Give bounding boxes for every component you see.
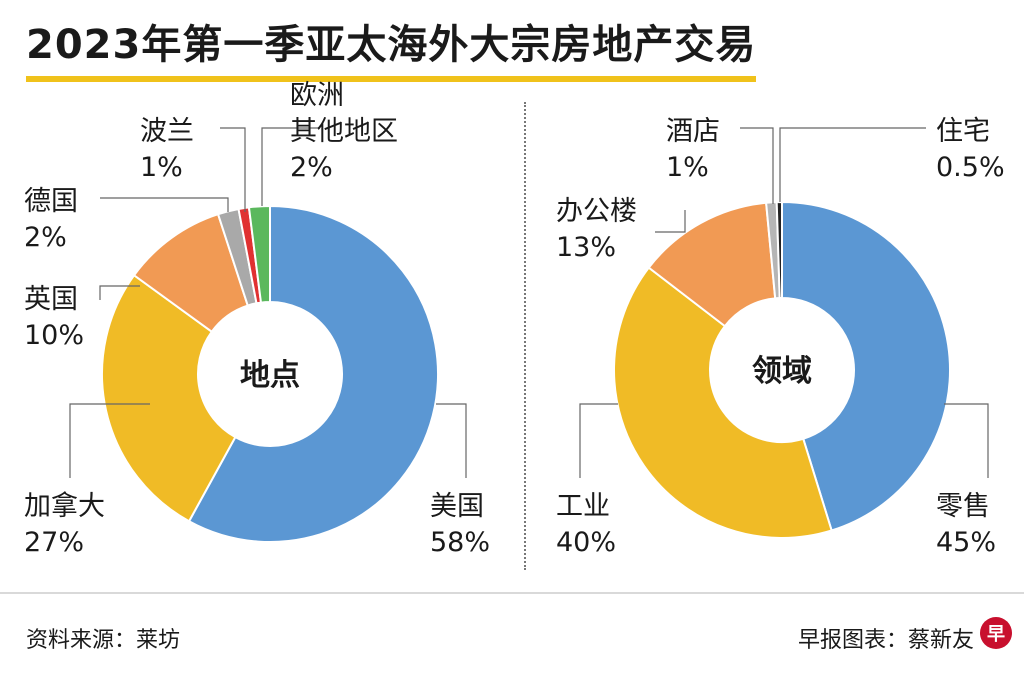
slice-value-波兰: 1% xyxy=(140,152,183,183)
leader-line-住宅 xyxy=(779,127,926,202)
slice-value-零售: 45% xyxy=(936,527,996,558)
slice-label-欧洲其他地区: 其他地区 xyxy=(290,116,398,147)
leader-line-酒店 xyxy=(740,127,774,204)
slice-value-欧洲其他地区: 2% xyxy=(290,152,333,183)
slice-value-德国: 2% xyxy=(24,222,67,253)
panel-divider xyxy=(524,102,526,570)
leader-line-工业 xyxy=(579,403,618,478)
leader-line-加拿大 xyxy=(69,403,150,478)
slice-label-英国: 英国 xyxy=(24,284,78,315)
slice-value-办公楼: 13% xyxy=(556,232,616,263)
leader-line-波兰 xyxy=(220,127,246,212)
slice-value-酒店: 1% xyxy=(666,152,709,183)
leader-line-办公楼 xyxy=(655,210,686,233)
slice-label-工业: 工业 xyxy=(556,491,610,522)
slice-value-住宅: 0.5% xyxy=(936,152,1005,183)
leader-line-英国 xyxy=(99,285,140,300)
leader-line-美国 xyxy=(436,403,467,478)
slice-label-酒店: 酒店 xyxy=(666,116,720,147)
donut-hole xyxy=(710,298,854,442)
slice-value-加拿大: 27% xyxy=(24,527,84,558)
zaobao-logo-icon: 早 xyxy=(980,617,1012,649)
chart-title: 2023年第一季亚太海外大宗房地产交易 xyxy=(26,20,757,82)
slice-label-美国: 美国 xyxy=(430,491,484,522)
leader-line-零售 xyxy=(944,403,989,478)
leader-line-德国 xyxy=(100,197,229,212)
donut-hole xyxy=(198,302,342,446)
slice-value-英国: 10% xyxy=(24,320,84,351)
slice-label-办公楼: 办公楼 xyxy=(556,196,637,227)
title-wrap: 2023年第一季亚太海外大宗房地产交易 xyxy=(26,20,757,82)
footer-rule xyxy=(0,592,1024,594)
slice-label-波兰: 波兰 xyxy=(140,116,194,147)
slice-label-加拿大: 加拿大 xyxy=(24,491,105,522)
donut-center-label: 地点 xyxy=(240,358,300,393)
footer-credit: 早报图表：蔡新友 xyxy=(797,628,974,653)
slice-label-欧洲其他地区: 欧洲 xyxy=(290,80,344,111)
slice-value-工业: 40% xyxy=(556,527,616,558)
slice-label-德国: 德国 xyxy=(24,186,78,217)
leader-line-欧洲其他地区 xyxy=(261,127,320,206)
footer-source: 资料来源：莱坊 xyxy=(26,628,181,653)
slice-label-住宅: 住宅 xyxy=(936,116,990,147)
donut-center-label: 领域 xyxy=(752,354,812,389)
slice-label-零售: 零售 xyxy=(936,491,990,522)
slice-value-美国: 58% xyxy=(430,527,490,558)
